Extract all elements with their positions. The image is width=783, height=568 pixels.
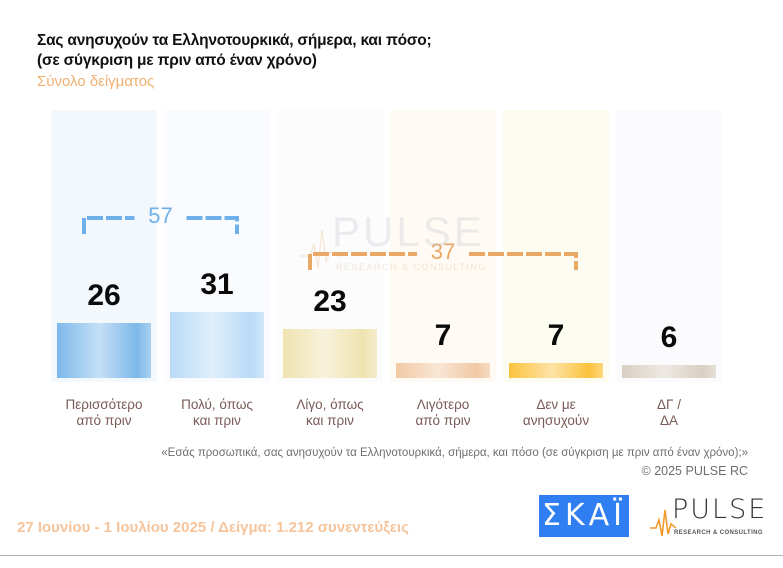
grouping-bracket (308, 252, 578, 270)
bar-value-label: 6 (660, 321, 678, 355)
column-panel (616, 110, 722, 382)
category-label: Δεν με ανησυχούν (496, 397, 616, 429)
chart-title: Σας ανησυχούν τα Ελληνοτουρκικά, σήμερα,… (37, 31, 432, 71)
chart-title-line2: (σε σύγκριση με πριν από έναν χρόνο) (37, 52, 317, 69)
category-label-line: από πριν (76, 413, 132, 428)
bar (57, 322, 151, 378)
category-label-line: ΔΑ (659, 413, 679, 428)
grouping-bracket-line (308, 252, 578, 270)
column-panel (503, 110, 609, 382)
category-label-line: ΔΓ / (657, 397, 681, 412)
pulse-wave-watermark-icon (300, 229, 340, 269)
skai-logo: ΣΚΑΪ (539, 495, 629, 537)
bar-value-label: 7 (547, 319, 565, 353)
category-label-line: από πριν (415, 413, 471, 428)
watermark-word: PULSE (332, 208, 485, 255)
grouping-total-label: 57 (148, 203, 173, 228)
category-label-line: Πολύ, όπως (181, 397, 253, 412)
bar (622, 365, 716, 378)
bar (170, 311, 264, 378)
pulse-logo-word: PULSE (672, 494, 768, 525)
grouping-bracket (82, 216, 239, 234)
bar (396, 363, 490, 378)
category-label: Περισσότερο από πριν (44, 397, 164, 429)
grouping-total-label: 37 (430, 239, 456, 264)
question-quote: «Εσάς προσωπικά, σας ανησυχούν τα Ελληνο… (161, 447, 748, 459)
grouping-bracket-line (82, 216, 239, 234)
footer-divider (0, 555, 783, 556)
chart-title-line1: Σας ανησυχούν τα Ελληνοτουρκικά, σήμερα,… (37, 32, 432, 49)
fieldwork-info: 27 Ιουνίου - 1 Ιουλίου 2025 / Δείγμα: 1.… (17, 519, 409, 536)
watermark-sub: RESEARCH & CONSULTING (336, 262, 487, 272)
category-label: ΔΓ / ΔΑ (609, 397, 729, 429)
category-label-line: Περισσότερο (65, 397, 143, 412)
bar (283, 329, 377, 378)
column-panel (390, 110, 496, 382)
bar-value-label: 7 (434, 319, 452, 353)
category-label-line: Λίγο, όπως (296, 397, 364, 412)
bar-value-label: 26 (87, 278, 121, 312)
bar (509, 363, 603, 378)
category-label-line: ανησυχούν (522, 413, 590, 428)
category-label: Πολύ, όπως και πριν (157, 397, 277, 429)
category-label-line: και πριν (306, 413, 354, 428)
bar-value-label: 31 (200, 267, 234, 301)
pulse-watermark: PULSE RESEARCH & CONSULTING (300, 208, 490, 278)
bar-value-label: 23 (313, 285, 347, 318)
pulse-logo: PULSE RESEARCH & CONSULTING (650, 494, 770, 540)
copyright: © 2025 PULSE RC (641, 464, 748, 478)
category-label-line: και πριν (193, 413, 241, 428)
pulse-wave-icon (650, 509, 676, 537)
pulse-logo-sub: RESEARCH & CONSULTING (674, 530, 763, 536)
category-label-line: Δεν με (536, 397, 576, 412)
category-label-line: Λιγότερο (416, 397, 470, 412)
category-label: Λίγο, όπως και πριν (270, 397, 390, 429)
chart-subtitle: Σύνολο δείγματος (37, 73, 155, 90)
category-label: Λιγότερο από πριν (383, 397, 503, 429)
